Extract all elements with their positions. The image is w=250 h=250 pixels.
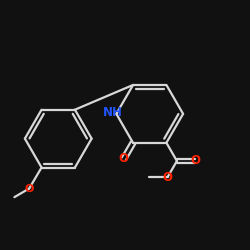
Text: O: O bbox=[163, 170, 173, 183]
Text: O: O bbox=[24, 184, 34, 194]
Text: NH: NH bbox=[103, 106, 122, 119]
Text: O: O bbox=[190, 154, 200, 168]
Text: O: O bbox=[119, 152, 129, 165]
